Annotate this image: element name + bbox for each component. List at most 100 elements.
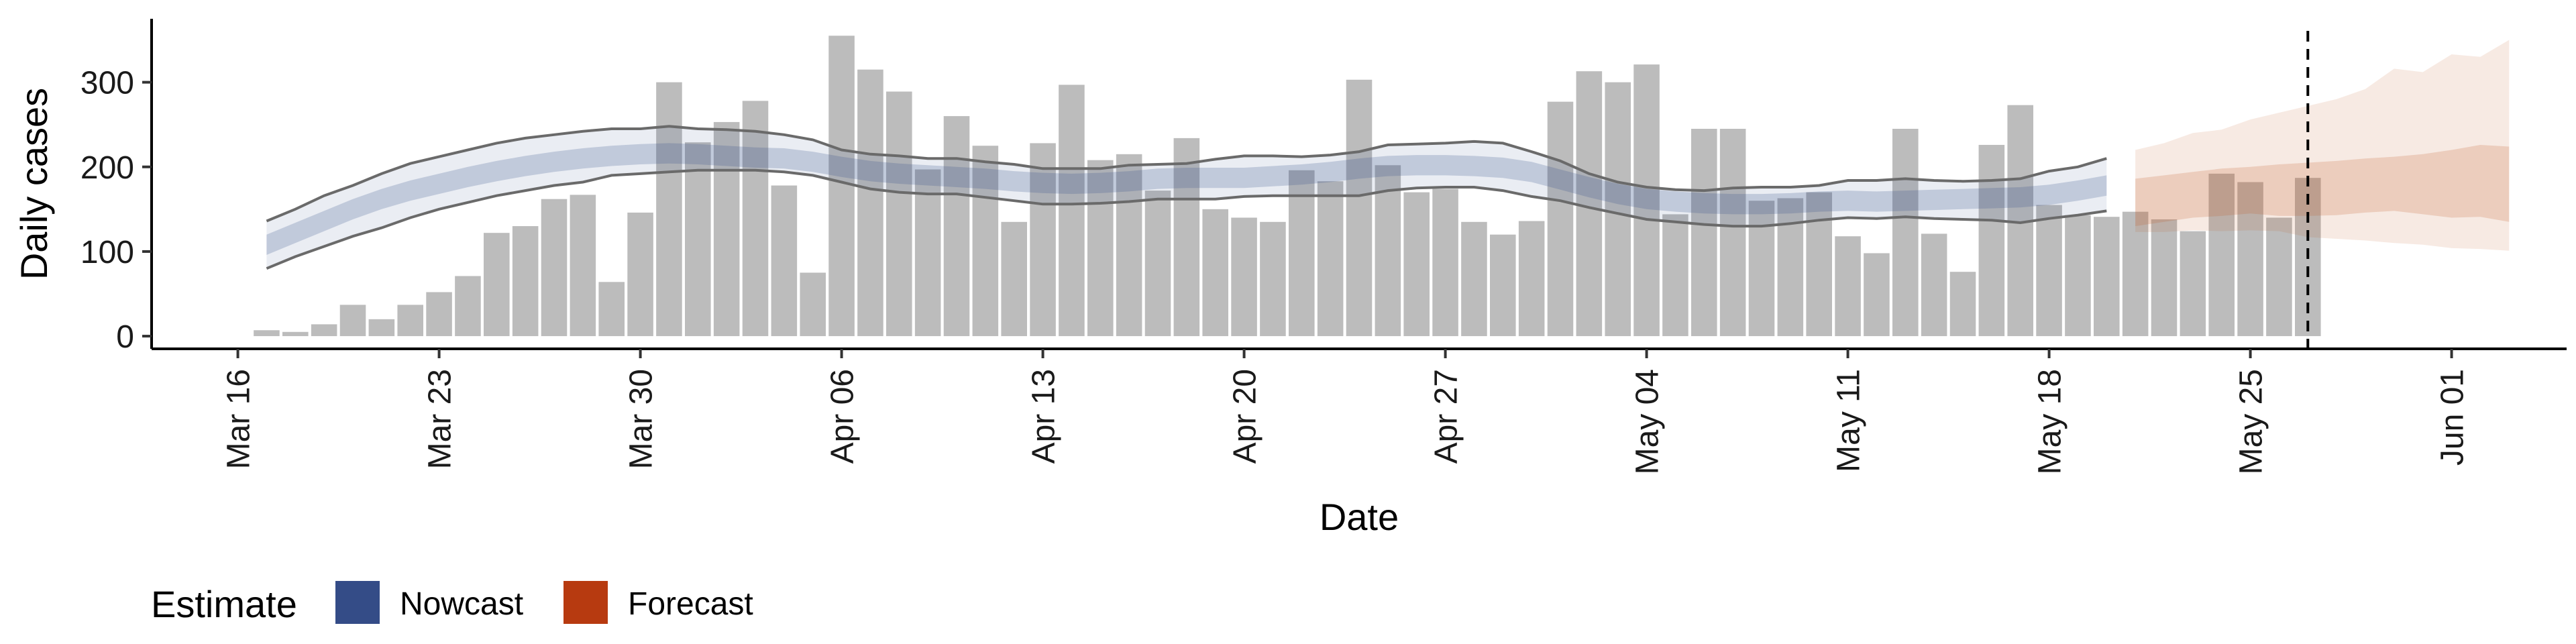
bar [1490,234,1516,337]
bar [1144,191,1171,337]
nowcast-outer-band [266,126,2107,269]
bar [368,319,395,337]
bar [2065,215,2091,337]
legend: Estimate Nowcast Forecast [151,581,753,625]
x-tick-label: Mar 30 [624,369,659,469]
bar [455,276,481,337]
legend-label-forecast: Forecast [628,586,753,622]
bar [2266,217,2292,337]
bar [2208,173,2235,337]
bar [1403,192,1430,337]
nowcast-layer [266,125,2107,270]
bar [1001,221,1027,337]
y-tick-label: 200 [80,150,134,186]
x-tick-label: May 25 [2234,369,2269,474]
y-tick-label: 0 [116,319,134,355]
bar [426,292,452,337]
bar [627,212,653,337]
bar [1346,79,1373,337]
bar [1748,201,1775,337]
bar [1547,101,1574,337]
bar [1921,233,1947,337]
bar [1059,85,1085,337]
bar [1087,160,1114,337]
bar [1260,221,1286,337]
bar [282,331,309,337]
x-tick-label: Apr 20 [1228,369,1263,464]
bar [1892,129,1919,337]
bars-layer [254,36,2321,337]
bar [1633,64,1660,337]
x-tick-label: May 04 [1630,369,1666,474]
legend-title: Estimate [151,583,297,625]
bar [541,199,568,337]
bar [1806,192,1832,337]
axes-layer: 0 100 200 300 Mar 16 Mar 23 Mar 30 Apr 06 Apr 13… [80,19,2567,474]
bar [800,272,826,337]
bar [1605,82,1631,337]
bar [914,169,941,337]
x-tick-label: Apr 13 [1026,369,1062,464]
bar [1978,144,2005,337]
bar [1576,71,1603,337]
bar [2122,211,2149,337]
nowcast-inner-band [266,143,2107,255]
bar [1691,129,1717,337]
bar [1949,272,1976,337]
bar [1116,154,1142,337]
legend-key-nowcast [335,581,380,624]
bar [1289,170,1315,337]
bar [685,142,711,337]
bar [1864,253,1890,337]
bar [2237,182,2263,337]
x-tick-label: May 18 [2033,369,2068,474]
x-tick-label: Apr 27 [1429,369,1464,464]
bar [1835,236,1861,337]
legend-label-nowcast: Nowcast [400,586,523,622]
bar [254,330,280,337]
x-axis-title: Date [1320,496,1399,538]
legend-key-forecast [564,581,608,624]
bar [742,101,769,337]
x-tick-label: Jun 01 [2435,369,2471,466]
bar [2180,231,2206,337]
bar [1461,221,1487,337]
bar [1173,138,1200,337]
bar [1317,181,1344,337]
bar [1432,189,1458,337]
bar [1030,143,1056,337]
bar [656,82,682,337]
y-axis-title: Daily cases [13,88,55,280]
bar [397,305,423,337]
nowcast-lower-line [266,168,2107,270]
bar [828,36,855,337]
forecast-inner-band [2135,145,2510,227]
y-tick-label: 100 [80,235,134,270]
bar [570,195,596,337]
forecast-outer-band [2135,40,2510,251]
nowcast-upper-line [266,125,2107,223]
bar [339,305,366,337]
bar [512,226,539,337]
bar [311,324,337,337]
bar [1777,198,1804,337]
bar [1375,165,1401,337]
bar [598,282,625,337]
bar [484,233,510,337]
bar [1662,214,1688,337]
x-tick-label: Apr 06 [825,369,861,464]
x-tick-label: May 11 [1831,369,1867,472]
bar [2151,219,2178,337]
bar [713,121,740,337]
bar [771,185,798,337]
forecast-layer [2135,40,2510,251]
bar [857,69,883,337]
x-tick-label: Mar 23 [423,369,458,469]
bar [1518,221,1545,337]
bar [943,116,970,337]
bar [886,91,912,337]
bar [1231,217,1257,337]
bar [2036,205,2062,337]
bar [2094,217,2120,337]
